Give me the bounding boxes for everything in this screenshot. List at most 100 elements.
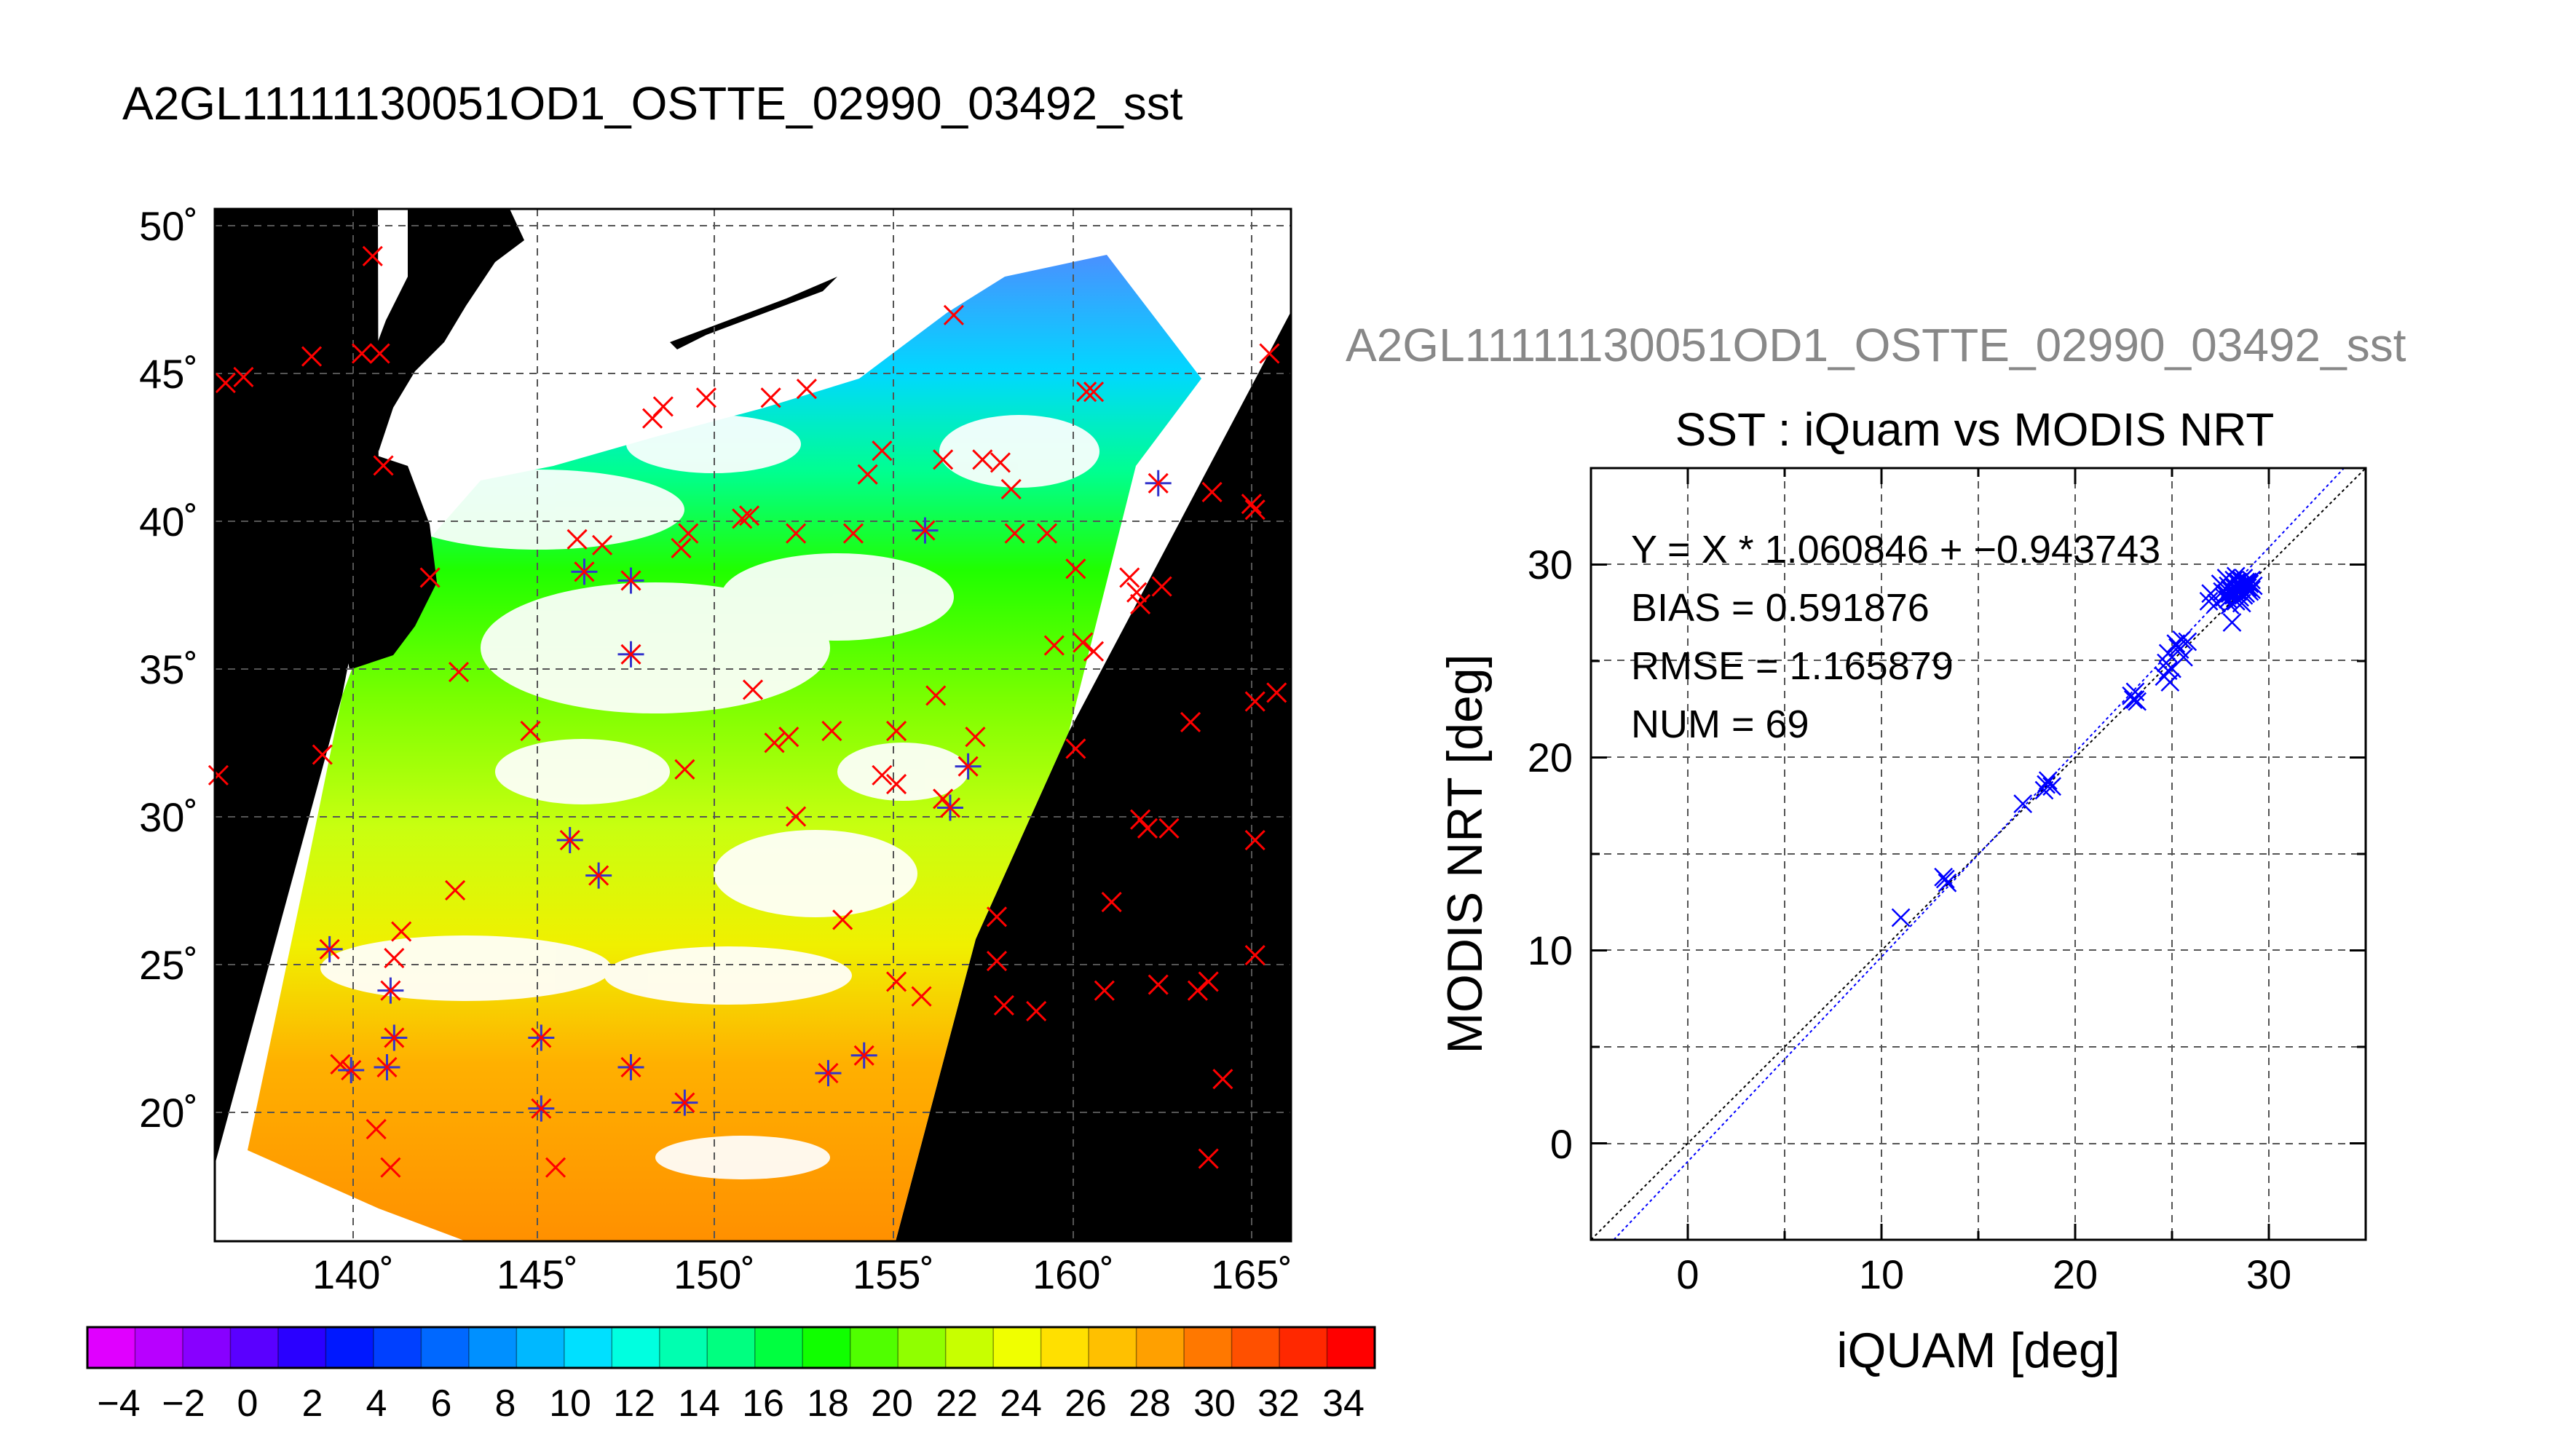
lat-label: 45˚ bbox=[139, 351, 198, 397]
colorbar-label: 0 bbox=[237, 1382, 258, 1425]
iquam-marker bbox=[1101, 892, 1122, 913]
colorbar-label: 12 bbox=[613, 1382, 655, 1425]
colorbar-cell bbox=[87, 1327, 135, 1368]
iquam-marker bbox=[391, 921, 412, 942]
iquam-marker bbox=[1180, 711, 1201, 733]
y-tick-label: 10 bbox=[1528, 927, 1573, 973]
scatter-point bbox=[2123, 690, 2143, 709]
matched-marker bbox=[617, 641, 644, 668]
iquam-marker bbox=[1187, 980, 1208, 1001]
colorbar-labels: −4 −2 0 2 4 6 8 10 12 14 16 18 20 22 24 … bbox=[97, 1382, 1365, 1425]
colorbar-cell bbox=[1184, 1327, 1233, 1368]
iquam-marker bbox=[1126, 582, 1148, 603]
iquam-marker bbox=[1259, 343, 1280, 364]
iquam-marker bbox=[208, 764, 229, 786]
colorbar-label: −4 bbox=[97, 1382, 140, 1425]
colorbar-cell bbox=[421, 1327, 470, 1368]
colorbar-cell bbox=[1279, 1327, 1328, 1368]
iquam-marker bbox=[1130, 593, 1151, 614]
matched-marker bbox=[850, 1042, 877, 1069]
rmse-stat: RMSE = 1.165879 bbox=[1631, 644, 1954, 688]
iquam-marker bbox=[1130, 809, 1151, 830]
colorbar-cell bbox=[373, 1327, 422, 1368]
scatter-points bbox=[1891, 566, 2263, 927]
iquam-marker bbox=[369, 343, 390, 364]
iquam-marker bbox=[986, 951, 1008, 972]
iquam-marker bbox=[566, 529, 588, 550]
land-honshu bbox=[342, 451, 437, 670]
iquam-marker bbox=[362, 245, 383, 266]
lat-label: 30˚ bbox=[139, 794, 198, 840]
lat-label: 40˚ bbox=[139, 499, 198, 545]
lon-label: 140˚ bbox=[312, 1251, 394, 1297]
colorbar-label: 32 bbox=[1257, 1382, 1300, 1425]
iquam-marker bbox=[1043, 635, 1065, 656]
colorbar-cell bbox=[1040, 1327, 1089, 1368]
iquam-marker bbox=[384, 947, 405, 969]
colorbar: −4 −2 0 2 4 6 8 10 12 14 16 18 20 22 24 … bbox=[86, 1326, 1376, 1425]
iquam-marker bbox=[1198, 971, 1219, 992]
scatter-xtick-labels: 0 10 20 30 bbox=[1676, 1251, 2291, 1297]
iquam-marker bbox=[592, 534, 613, 555]
matched-marker bbox=[1145, 470, 1172, 496]
lat-label: 20˚ bbox=[139, 1090, 198, 1136]
y-axis-label: MODIS NRT [deg] bbox=[1437, 654, 1493, 1053]
colorbar-label: −2 bbox=[162, 1382, 205, 1425]
colorbar-label: 14 bbox=[678, 1382, 720, 1425]
colorbar-cell bbox=[230, 1327, 279, 1368]
iquam-marker bbox=[886, 773, 907, 795]
scatter-point bbox=[1935, 869, 1955, 889]
iquam-marker bbox=[695, 387, 717, 408]
scatter-frame bbox=[1590, 467, 2367, 1241]
x-tick-label: 30 bbox=[2246, 1251, 2291, 1297]
iquam-marker bbox=[1004, 523, 1025, 544]
scatter-point bbox=[2222, 613, 2242, 632]
iquam-marker bbox=[674, 759, 695, 780]
iquam-marker bbox=[1065, 558, 1086, 579]
colorbar-label: 10 bbox=[549, 1382, 591, 1425]
scatter-point bbox=[1938, 873, 1957, 893]
iquam-marker bbox=[545, 1157, 566, 1178]
iquam-marker bbox=[1073, 632, 1094, 653]
bias-stat: BIAS = 0.591876 bbox=[1631, 586, 1930, 630]
iquam-marker bbox=[520, 721, 541, 742]
iquam-marker bbox=[1026, 1000, 1047, 1022]
y-tick-label: 20 bbox=[1528, 735, 1573, 780]
iquam-marker bbox=[732, 508, 753, 529]
matched-marker bbox=[528, 1024, 555, 1051]
matched-marker bbox=[377, 977, 404, 1004]
scatter-panel: A2GL11111130051OD1_OSTTE_02990_03492_sst… bbox=[1346, 319, 2406, 1378]
iquam-marker bbox=[778, 727, 799, 748]
iquam-marker bbox=[1137, 818, 1158, 839]
scatter-point bbox=[2230, 578, 2249, 598]
iquam-marker bbox=[1266, 682, 1287, 703]
land-hokkaido bbox=[364, 209, 524, 451]
matched-marker bbox=[617, 567, 644, 594]
iquam-marker bbox=[312, 744, 333, 765]
y-tick-label: 30 bbox=[1528, 542, 1573, 587]
colorbar-cell bbox=[277, 1327, 326, 1368]
matched-marker bbox=[528, 1095, 555, 1122]
scatter-point bbox=[2038, 771, 2058, 791]
matched-marker bbox=[338, 1057, 365, 1084]
iquam-marker bbox=[786, 523, 807, 544]
iquam-marker bbox=[972, 449, 993, 470]
colorbar-cell bbox=[945, 1327, 994, 1368]
colorbar-cell bbox=[564, 1327, 612, 1368]
colorbar-label: 34 bbox=[1322, 1382, 1365, 1425]
colorbar-label: 4 bbox=[366, 1382, 387, 1425]
matched-marker bbox=[585, 862, 612, 889]
iquam-marker bbox=[652, 396, 674, 417]
scatter-point bbox=[2232, 593, 2251, 613]
colorbar-cell bbox=[993, 1327, 1042, 1368]
iquam-marker bbox=[1241, 494, 1262, 515]
matched-marker bbox=[374, 1053, 400, 1080]
iquam-marker bbox=[1244, 691, 1265, 712]
map-lon-labels: 140˚ 145˚ 150˚ 155˚ 160˚ 165˚ bbox=[312, 1251, 1292, 1297]
colorbar-label: 16 bbox=[742, 1382, 784, 1425]
iquam-marker bbox=[933, 449, 954, 470]
map-frame bbox=[213, 207, 1292, 1243]
lat-label: 50˚ bbox=[139, 203, 198, 249]
map-markers bbox=[208, 245, 1287, 1178]
matched-marker bbox=[912, 517, 939, 544]
